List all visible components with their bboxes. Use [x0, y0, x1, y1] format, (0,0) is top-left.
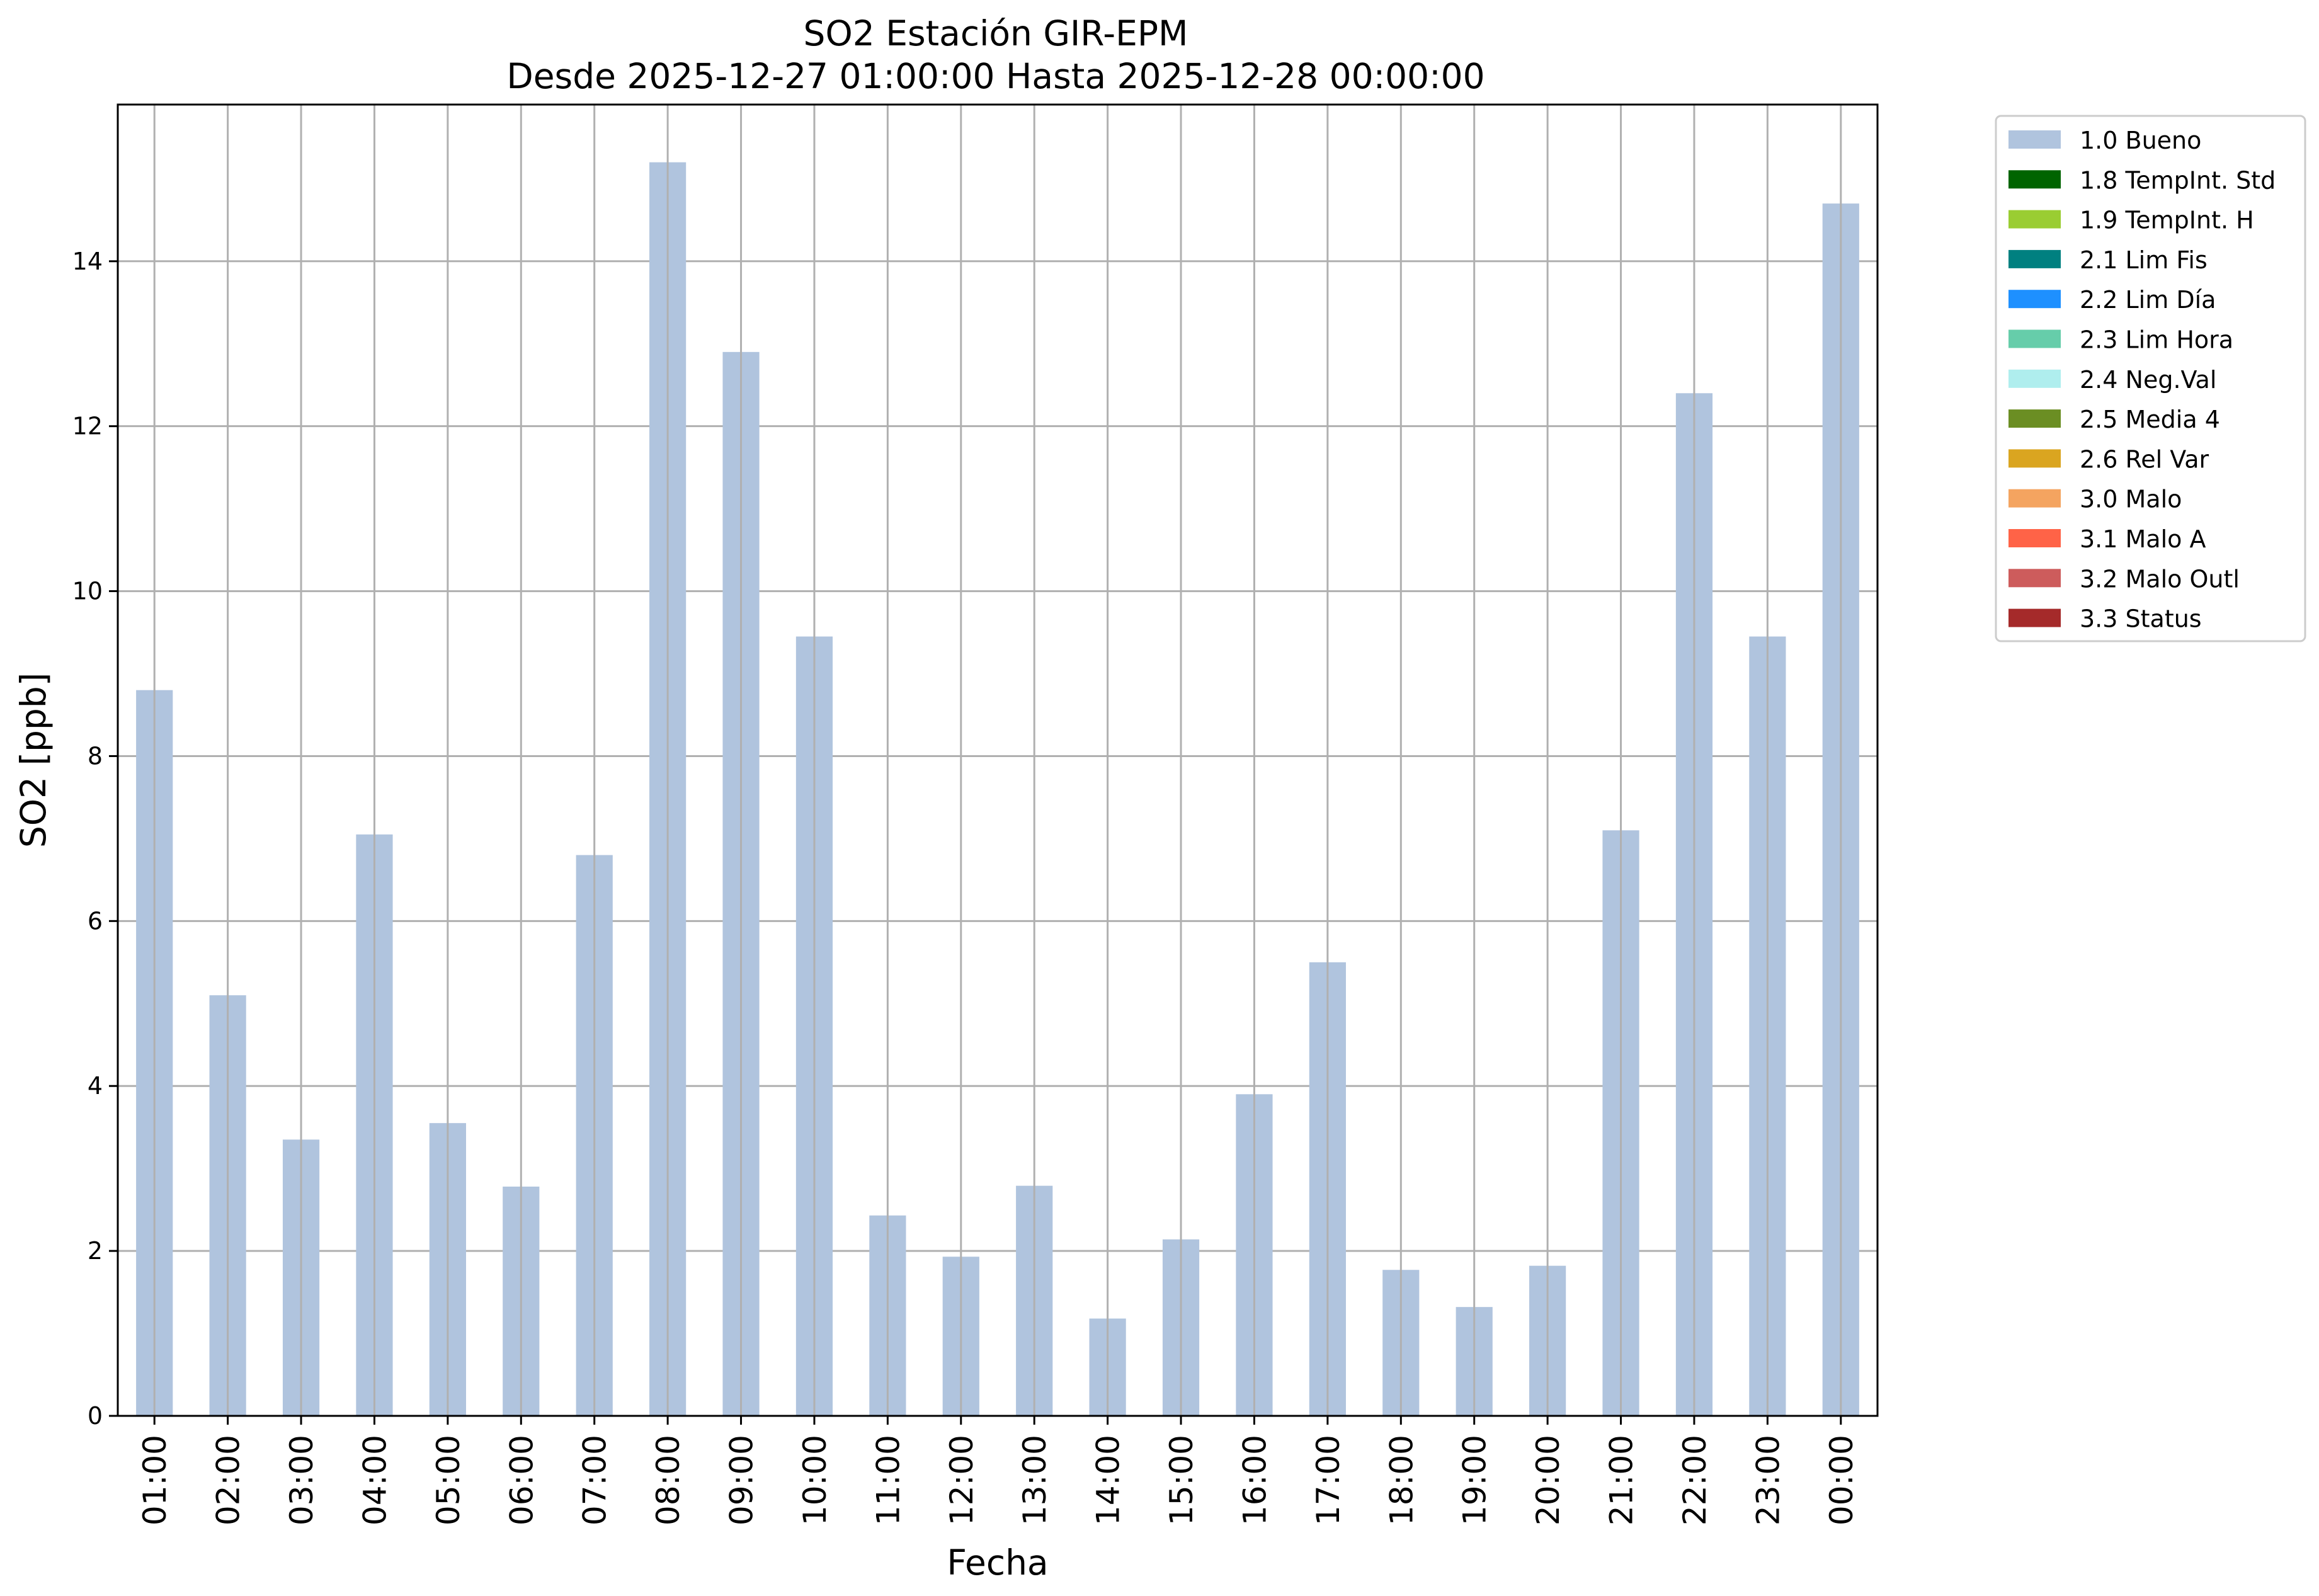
x-tick-label: 03:00 [283, 1435, 320, 1525]
x-tick-label: 16:00 [1236, 1435, 1273, 1525]
plot-frame [117, 103, 1879, 1417]
legend-swatch [2008, 329, 2061, 348]
y-tick-label: 4 [88, 1072, 103, 1100]
legend-swatch [2008, 210, 2061, 229]
x-tick-label: 19:00 [1457, 1435, 1493, 1525]
legend-swatch [2008, 489, 2061, 508]
y-ticks: 0 2 4 6 8 10 12 14 [72, 248, 118, 1430]
x-tick-label: 22:00 [1677, 1435, 1713, 1525]
legend-swatch [2008, 130, 2061, 149]
legend-swatch [2008, 170, 2061, 189]
y-tick-label: 14 [72, 248, 103, 275]
legend-swatch [2008, 369, 2061, 388]
y-tick-label: 0 [88, 1402, 103, 1430]
y-tick-label: 12 [72, 413, 103, 440]
legend-label: 3.2 Malo Outl [2080, 565, 2240, 593]
legend-swatch [2008, 409, 2061, 428]
x-tick-label: 14:00 [1090, 1435, 1127, 1525]
legend-label: 2.2 Lim Día [2080, 286, 2216, 314]
legend-swatch [2008, 449, 2061, 468]
legend-swatch [2008, 529, 2061, 547]
x-tick-label: 23:00 [1750, 1435, 1786, 1525]
legend-box [1995, 115, 2306, 642]
grid-layer [118, 260, 1877, 1252]
x-tick-label: 12:00 [943, 1435, 980, 1525]
legend-label: 1.9 TempInt. H [2080, 207, 2254, 234]
x-tick-label: 11:00 [870, 1435, 906, 1525]
x-tick-label: 17:00 [1310, 1435, 1347, 1525]
legend-label: 2.1 Lim Fis [2080, 246, 2208, 274]
legend-swatch [2008, 290, 2061, 309]
legend-label: 3.1 Malo A [2080, 525, 2206, 553]
y-tick-label: 8 [88, 742, 103, 770]
x-tick-label: 08:00 [650, 1435, 687, 1525]
x-tick-label: 04:00 [356, 1435, 393, 1525]
legend-label: 3.3 Status [2080, 605, 2202, 633]
legend-swatch [2008, 249, 2061, 268]
x-tick-label: 10:00 [797, 1435, 833, 1525]
x-axis-label: Fecha [947, 1542, 1048, 1583]
legend-label: 3.0 Malo [2080, 486, 2182, 513]
x-tick-label: 01:00 [137, 1435, 173, 1525]
x-tick-label: 15:00 [1163, 1435, 1200, 1525]
chart-subtitle: Desde 2025-12-27 01:00:00 Hasta 2025-12-… [506, 56, 1484, 96]
x-tick-label: 20:00 [1530, 1435, 1566, 1525]
x-tick-label: 06:00 [503, 1435, 540, 1525]
x-tick-label: 13:00 [1017, 1435, 1053, 1525]
legend: 1.0 Bueno 1.8 TempInt. Std 1.9 TempInt. H 2… [1995, 115, 2306, 642]
y-axis-label: SO2 [ppb] [13, 673, 54, 848]
x-tick-label: 07:00 [577, 1435, 613, 1525]
legend-label: 1.0 Bueno [2080, 127, 2201, 154]
x-tick-label: 21:00 [1604, 1435, 1640, 1525]
x-grid-layer [153, 105, 1842, 1416]
legend-label: 2.5 Media 4 [2080, 406, 2220, 433]
y-tick-label: 2 [88, 1237, 103, 1265]
x-tick-label: 05:00 [430, 1435, 467, 1525]
legend-label: 2.3 Lim Hora [2080, 326, 2233, 354]
legend-label: 1.8 TempInt. Std [2080, 166, 2276, 194]
y-tick-label: 6 [88, 907, 103, 935]
legend-swatch [2008, 608, 2061, 627]
chart-title: SO2 Estación GIR-EPM [804, 13, 1188, 54]
legend-label: 2.4 Neg.Val [2080, 366, 2216, 394]
x-ticks: 01:00 02:00 03:00 04:00 05:00 06:00 07:00 08:00… [137, 1416, 1860, 1525]
x-tick-label: 02:00 [210, 1435, 247, 1525]
x-tick-label: 18:00 [1383, 1435, 1420, 1525]
x-tick-label: 00:00 [1823, 1435, 1860, 1525]
legend-swatch [2008, 569, 2061, 588]
x-tick-label: 09:00 [724, 1435, 760, 1525]
y-tick-label: 10 [72, 578, 103, 605]
legend-label: 2.6 Rel Var [2080, 445, 2209, 473]
